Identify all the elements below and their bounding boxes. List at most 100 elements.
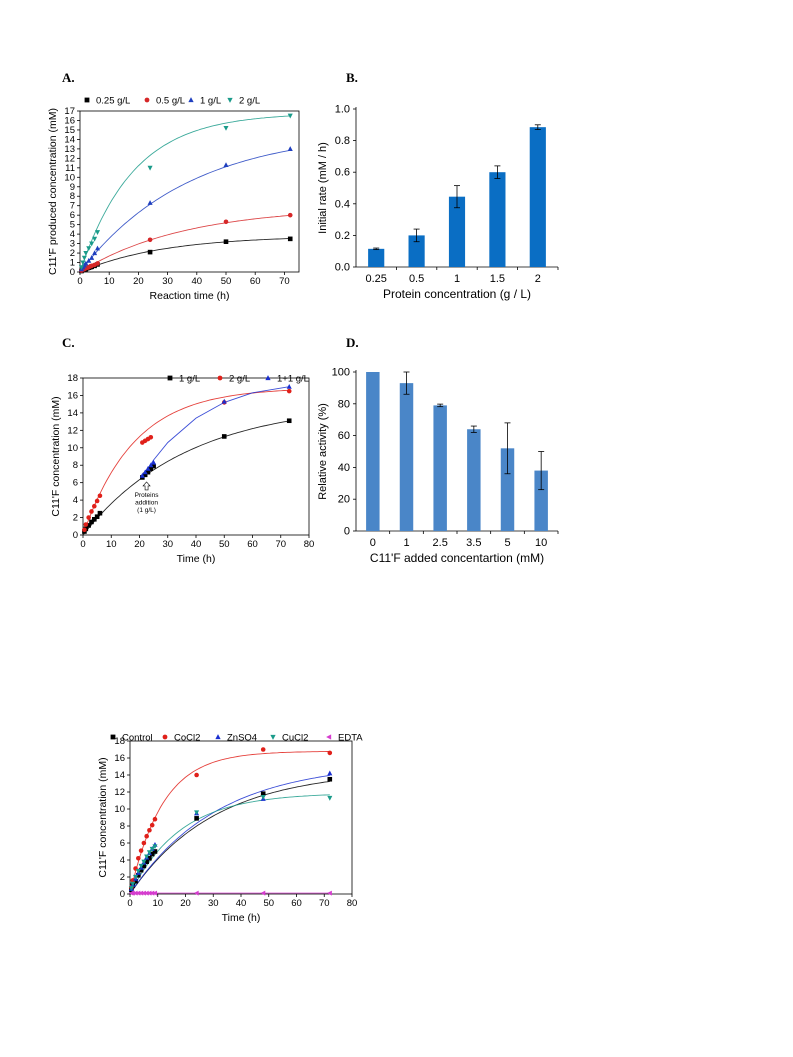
data-point xyxy=(144,854,150,860)
x-tick-label: 10 xyxy=(535,537,547,549)
y-tick-label: 10 xyxy=(67,443,78,454)
x-tick-label: 70 xyxy=(275,539,286,550)
x-axis-title: Reaction time (h) xyxy=(150,290,230,302)
data-point xyxy=(152,844,158,850)
data-point xyxy=(287,236,293,242)
data-point xyxy=(92,236,98,242)
y-tick-label: 8 xyxy=(70,191,75,202)
y-tick-label: 8 xyxy=(73,460,78,471)
y-tick-label: 1 xyxy=(70,258,75,269)
x-tick-label: 50 xyxy=(263,898,274,909)
data-point xyxy=(141,890,146,896)
data-point xyxy=(86,246,92,252)
y-tick-label: 0 xyxy=(344,526,350,538)
chart-e: 0 10 20 30 40 50 60 70 80 0 2 4 6 8 10 12 14 16 18 Time (h)… xyxy=(97,733,363,925)
bar xyxy=(433,405,447,531)
x-tick-label: 60 xyxy=(247,539,258,550)
legend-label: 2 g/L xyxy=(239,96,260,107)
plot-frame xyxy=(79,110,300,273)
data-point xyxy=(97,493,103,499)
data-point xyxy=(148,435,154,440)
x-tick-label: 0 xyxy=(370,537,376,549)
y-tick-label: 7 xyxy=(70,201,75,212)
annotation-arrow xyxy=(142,481,151,491)
data-point xyxy=(149,890,155,896)
legend-marker xyxy=(326,734,332,740)
x-tick-label: 30 xyxy=(162,276,173,287)
bar xyxy=(489,172,506,267)
y-tick-label: 6 xyxy=(70,210,75,221)
data-point xyxy=(152,816,158,822)
annotation-text: Proteins xyxy=(135,492,160,499)
x-tick-label: 80 xyxy=(304,539,315,550)
y-tick-label: 15 xyxy=(64,125,75,136)
legend-label: 1 g/L xyxy=(179,374,200,385)
data-point xyxy=(83,260,89,266)
y-tick-label: 1.0 xyxy=(335,104,350,116)
x-tick-label: 3.5 xyxy=(466,537,481,549)
x-tick-label: 70 xyxy=(279,276,290,287)
y-tick-label: 17 xyxy=(64,106,75,117)
y-tick-label: 6 xyxy=(120,838,125,849)
data-point xyxy=(130,890,135,896)
legend-marker xyxy=(162,734,168,740)
y-tick-label: 20 xyxy=(338,494,350,506)
y-tick-label: 11 xyxy=(65,163,75,174)
x-tick-label: 10 xyxy=(152,898,163,909)
chart-a: 0 10 20 30 40 50 60 700123456789101112131415161… xyxy=(47,96,300,302)
y-axis-title: C11'F concentration (mM) xyxy=(97,757,109,877)
x-tick-label: 1 xyxy=(403,537,409,549)
y-tick-label: 14 xyxy=(67,408,78,419)
data-point xyxy=(147,237,153,243)
y-tick-label: 14 xyxy=(114,770,125,781)
data-point xyxy=(80,260,86,266)
x-tick-label: 70 xyxy=(319,898,330,909)
data-point xyxy=(136,856,141,861)
y-tick-label: 14 xyxy=(64,134,75,145)
data-point xyxy=(95,261,100,266)
fit-curve xyxy=(130,774,330,894)
legend-label: 1 g/L xyxy=(200,96,221,107)
y-tick-label: 12 xyxy=(64,153,75,164)
data-point xyxy=(152,890,158,896)
bar xyxy=(399,383,414,531)
x-tick-label: 30 xyxy=(208,898,219,909)
legend-marker xyxy=(270,734,276,740)
fit-curve xyxy=(83,420,290,535)
data-point xyxy=(83,522,89,527)
bar xyxy=(368,248,385,267)
y-tick-label: 0.2 xyxy=(335,230,350,242)
data-point xyxy=(223,239,229,244)
data-point xyxy=(92,503,97,509)
bar xyxy=(529,127,546,267)
x-axis-title: Time (h) xyxy=(222,912,261,924)
y-tick-label: 9 xyxy=(70,182,75,193)
x-tick-label: 40 xyxy=(192,276,203,287)
data-point xyxy=(260,795,266,800)
data-point xyxy=(135,868,141,874)
fit-curve xyxy=(80,238,291,273)
y-tick-label: 18 xyxy=(114,736,125,747)
data-point xyxy=(221,398,227,404)
y-tick-label: 3 xyxy=(70,239,75,250)
data-point xyxy=(128,885,134,891)
fit-curve xyxy=(130,794,330,894)
data-point xyxy=(94,230,101,235)
y-tick-label: 0.8 xyxy=(335,135,350,147)
data-point xyxy=(135,890,141,896)
fit-curve xyxy=(130,751,330,892)
y-tick-label: 4 xyxy=(120,855,125,866)
panel-letter-c: C. xyxy=(62,335,75,350)
y-tick-label: 8 xyxy=(120,821,125,832)
data-point xyxy=(143,890,149,896)
legend-marker xyxy=(217,375,223,381)
data-point xyxy=(144,833,149,839)
legend-marker xyxy=(144,97,150,103)
legend-label: Control xyxy=(122,733,153,744)
data-point xyxy=(147,827,152,833)
legend-marker xyxy=(215,734,221,740)
data-point xyxy=(287,212,293,218)
y-axis-title: Relative activity (%) xyxy=(317,403,329,500)
x-tick-label: 30 xyxy=(162,539,173,550)
data-point xyxy=(89,509,94,514)
